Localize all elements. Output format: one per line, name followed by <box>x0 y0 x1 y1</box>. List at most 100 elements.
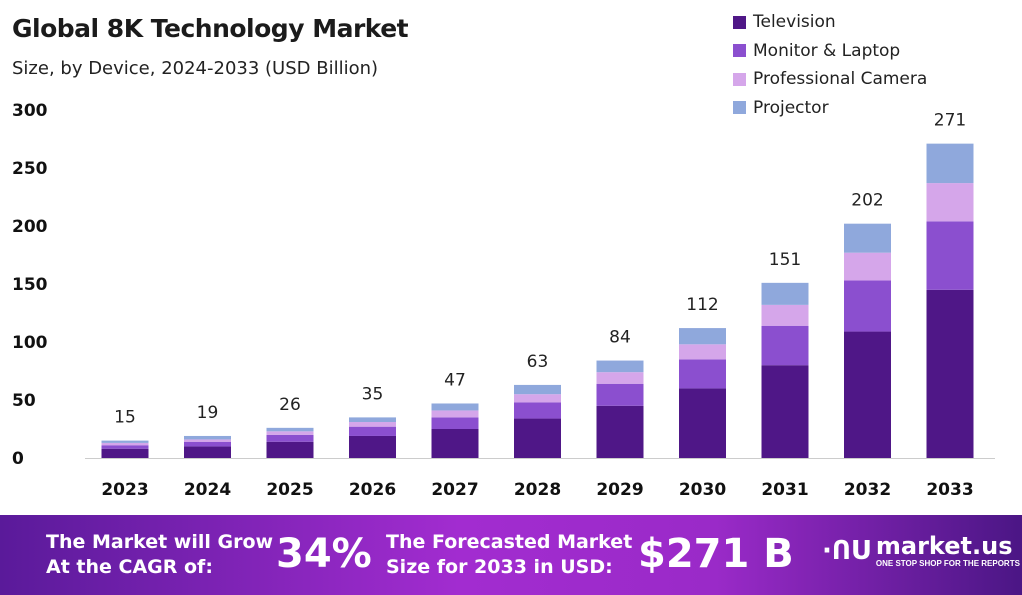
bar-segment-projector <box>431 403 479 411</box>
bar-total-label: 112 <box>686 295 718 315</box>
forecast-text-2: Size for 2033 in USD: <box>386 556 613 578</box>
bar-segment-monitor-laptop <box>926 221 974 290</box>
logo-name: market.us <box>875 532 1013 560</box>
market-us-logo: ·ՈՍ market.us ONE STOP SHOP FOR THE REPO… <box>822 533 1020 569</box>
bar-segment-monitor-laptop <box>514 402 561 419</box>
bar-segment-monitor-laptop <box>431 417 479 429</box>
bar-segment-professional-camera <box>679 344 726 360</box>
logo-tagline: ONE STOP SHOP FOR THE REPORTS <box>875 559 1020 568</box>
x-tick-label: 2032 <box>844 480 891 500</box>
bar-segment-professional-camera <box>184 439 231 442</box>
bar-segment-projector <box>926 143 974 184</box>
bar-segment-television <box>844 331 891 458</box>
bar-segment-television <box>514 418 561 458</box>
y-tick-label: 300 <box>12 101 48 121</box>
legend-swatch <box>733 44 746 58</box>
legend-swatch <box>733 15 746 29</box>
bar-segment-projector <box>266 427 314 432</box>
x-tick-label: 2027 <box>431 480 478 500</box>
bar-segment-professional-camera <box>844 252 891 281</box>
bar-segment-television <box>761 365 809 458</box>
x-tick-label: 2033 <box>926 480 973 500</box>
cagr-text-2: At the CAGR of: <box>46 556 213 578</box>
legend-label: Television <box>753 12 836 33</box>
y-tick-label: 200 <box>12 217 48 237</box>
bar-total-label: 151 <box>769 250 801 270</box>
bar-segment-professional-camera <box>926 183 974 222</box>
bar-total-label: 84 <box>609 328 631 348</box>
x-tick-label: 2023 <box>101 480 148 500</box>
bar-segment-professional-camera <box>349 422 396 427</box>
x-tick-label: 2029 <box>596 480 643 500</box>
bar-segment-projector <box>679 328 726 345</box>
forecast-text-1: The Forecasted Market <box>386 531 633 553</box>
legend-swatch <box>733 72 746 86</box>
bar-total-label: 202 <box>851 191 883 211</box>
x-tick-label: 2025 <box>266 480 313 500</box>
bar-total-label: 26 <box>279 395 301 415</box>
bar-chart: 0 50 100 150 200 250 300 15 2023 19 2024 26 2025 35 20… <box>12 101 995 500</box>
x-tick-label: 2031 <box>761 480 808 500</box>
y-tick-label: 100 <box>12 333 48 353</box>
legend-item-projector: Projector <box>733 94 927 123</box>
legend-swatch <box>733 101 746 115</box>
bar-segment-projector <box>514 384 561 395</box>
x-tick-label: 2028 <box>514 480 561 500</box>
bar-segment-television <box>101 448 149 458</box>
legend-label: Professional Camera <box>753 69 928 90</box>
bar-segment-television <box>266 441 314 458</box>
x-tick-label: 2024 <box>184 480 231 500</box>
y-tick-label: 250 <box>12 159 48 179</box>
x-tick-label: 2030 <box>679 480 726 500</box>
bar-segment-projector <box>596 360 644 373</box>
bar-total-label: 19 <box>197 403 219 423</box>
bar-segment-monitor-laptop <box>101 445 149 449</box>
logo-icon: ·ՈՍ <box>822 536 870 566</box>
bar-segment-professional-camera <box>596 372 644 384</box>
bar-total-label: 15 <box>114 408 136 428</box>
legend-item-monitor: Monitor & Laptop <box>733 37 927 66</box>
cagr-value: 34% <box>276 531 372 577</box>
y-tick-label: 50 <box>12 391 36 411</box>
bar-segment-television <box>679 388 726 458</box>
bar-segment-monitor-laptop <box>761 325 809 366</box>
bar-segment-projector <box>349 417 396 423</box>
cagr-text-1: The Market will Grow <box>46 531 274 553</box>
bar-segment-television <box>431 429 479 458</box>
bar-segment-professional-camera <box>514 394 561 403</box>
bar-segment-television <box>349 435 396 458</box>
bar-segment-professional-camera <box>761 304 809 326</box>
x-tick-label: 2026 <box>349 480 396 500</box>
chart-subtitle: Size, by Device, 2024-2033 (USD Billion) <box>12 58 379 79</box>
bar-segment-professional-camera <box>101 442 149 446</box>
bar-segment-projector <box>761 282 809 305</box>
bar-total-label: 271 <box>934 111 966 131</box>
forecast-value: $271 B <box>638 531 794 577</box>
forecast-label: The Forecasted Market Size for 2033 in U… <box>386 530 632 580</box>
bar-segment-professional-camera <box>266 431 314 435</box>
bar-segment-monitor-laptop <box>349 426 396 436</box>
bar-segment-monitor-laptop <box>844 280 891 332</box>
bar-segment-monitor-laptop <box>184 441 231 447</box>
chart-title: Global 8K Technology Market <box>12 14 409 43</box>
bar-segment-television <box>184 446 231 458</box>
bar-segment-monitor-laptop <box>596 383 644 406</box>
bar-segment-professional-camera <box>431 410 479 418</box>
bar-segment-television <box>596 405 644 458</box>
bar-segment-projector <box>184 435 231 440</box>
bar-segment-projector <box>101 440 149 443</box>
legend: Television Monitor & Laptop Professional… <box>733 8 927 122</box>
bar-segment-monitor-laptop <box>679 359 726 389</box>
legend-item-camera: Professional Camera <box>733 65 927 94</box>
legend-item-television: Television <box>733 8 927 37</box>
bar-total-label: 63 <box>527 352 549 372</box>
y-tick-label: 0 <box>12 449 24 469</box>
cagr-label: The Market will Grow At the CAGR of: <box>46 530 273 580</box>
legend-label: Monitor & Laptop <box>753 40 901 61</box>
bar-segment-monitor-laptop <box>266 434 314 442</box>
y-tick-label: 150 <box>12 275 48 295</box>
bar-segment-projector <box>844 223 891 253</box>
bar-segment-television <box>926 289 974 458</box>
footer-banner: The Market will Grow At the CAGR of: 34%… <box>0 515 1022 595</box>
bar-total-label: 47 <box>444 370 466 390</box>
